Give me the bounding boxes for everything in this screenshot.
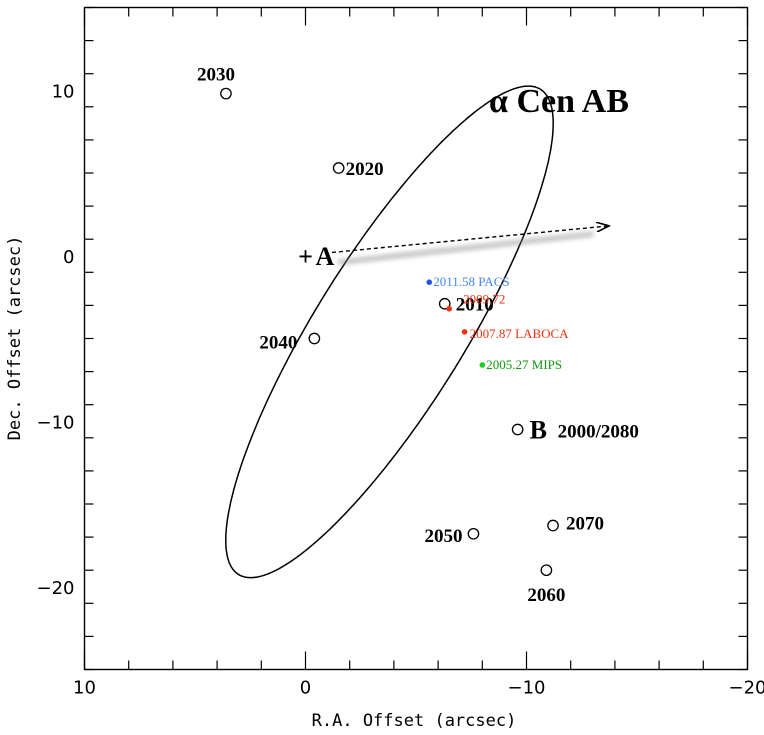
y-tick-label: −10 — [37, 412, 75, 433]
epoch-label-2030: 2030 — [197, 65, 235, 86]
y-axis-title: Dec. Offset (arcsec) — [5, 236, 25, 441]
y-tick-label: 10 — [52, 81, 75, 102]
obs-label-2009: 2009.72 — [463, 292, 505, 307]
epoch-marker-2060 — [540, 564, 553, 577]
obs-point-2009 — [446, 305, 452, 312]
x-tick-label: 10 — [73, 678, 96, 699]
observation-labels: 2011.58 PACS 2009.72 2007.87 LABOCA 2005… — [433, 274, 569, 372]
epoch-marker-2050 — [467, 527, 480, 540]
obs-point-mips — [479, 362, 486, 368]
primary-star-marker: + — [298, 242, 313, 271]
x-axis-title: R.A. Offset (arcsec) — [312, 711, 517, 731]
epoch-label-2020: 2020 — [346, 159, 384, 180]
epoch-marker-2030 — [220, 87, 232, 100]
x-tick-label: −10 — [508, 678, 546, 699]
orbit-ellipse — [225, 85, 554, 579]
epoch-marker-2040 — [308, 332, 321, 345]
secondary-star-label: B — [530, 416, 547, 445]
epoch-label-2070: 2070 — [566, 514, 604, 535]
epoch-label-2000-2080: 2000/2080 — [558, 422, 639, 443]
observation-points — [426, 279, 486, 368]
epoch-labels: 2030 2020 2010 2000/2080 2040 2050 2060 … — [197, 65, 639, 607]
epoch-label-2060: 2060 — [527, 585, 565, 606]
obs-label-laboca: 2007.87 LABOCA — [470, 326, 570, 341]
obs-point-laboca — [461, 329, 468, 335]
epoch-label-2040: 2040 — [259, 333, 297, 354]
y-tick-label: 0 — [63, 247, 74, 268]
x-tick-labels: 10 0 −10 −20 — [73, 678, 764, 699]
axis-ticks — [83, 6, 749, 671]
obs-point-pacs — [426, 279, 433, 286]
epoch-marker-2020 — [332, 162, 345, 174]
epoch-marker-2010 — [438, 297, 451, 310]
y-tick-labels: 10 0 −10 −20 — [37, 81, 75, 599]
epoch-label-2050: 2050 — [424, 526, 462, 547]
chart-title: α Cen AB — [489, 83, 629, 120]
obs-label-mips: 2005.27 MIPS — [486, 357, 562, 372]
epoch-label-2010: 2010 — [456, 295, 494, 316]
epoch-marker-2000-2080 — [511, 423, 524, 436]
x-tick-label: −20 — [729, 678, 764, 699]
plot-frame — [83, 6, 749, 671]
y-tick-label: −20 — [37, 578, 75, 599]
epoch-marker-2070 — [547, 519, 559, 532]
arrow-shadow — [337, 230, 594, 266]
epoch-markers — [220, 87, 559, 577]
arrow-line — [331, 226, 608, 254]
proper-motion-arrow — [331, 226, 608, 266]
primary-star-label: A — [316, 242, 335, 271]
obs-label-pacs: 2011.58 PACS — [433, 274, 509, 289]
x-tick-label: 0 — [300, 678, 311, 699]
